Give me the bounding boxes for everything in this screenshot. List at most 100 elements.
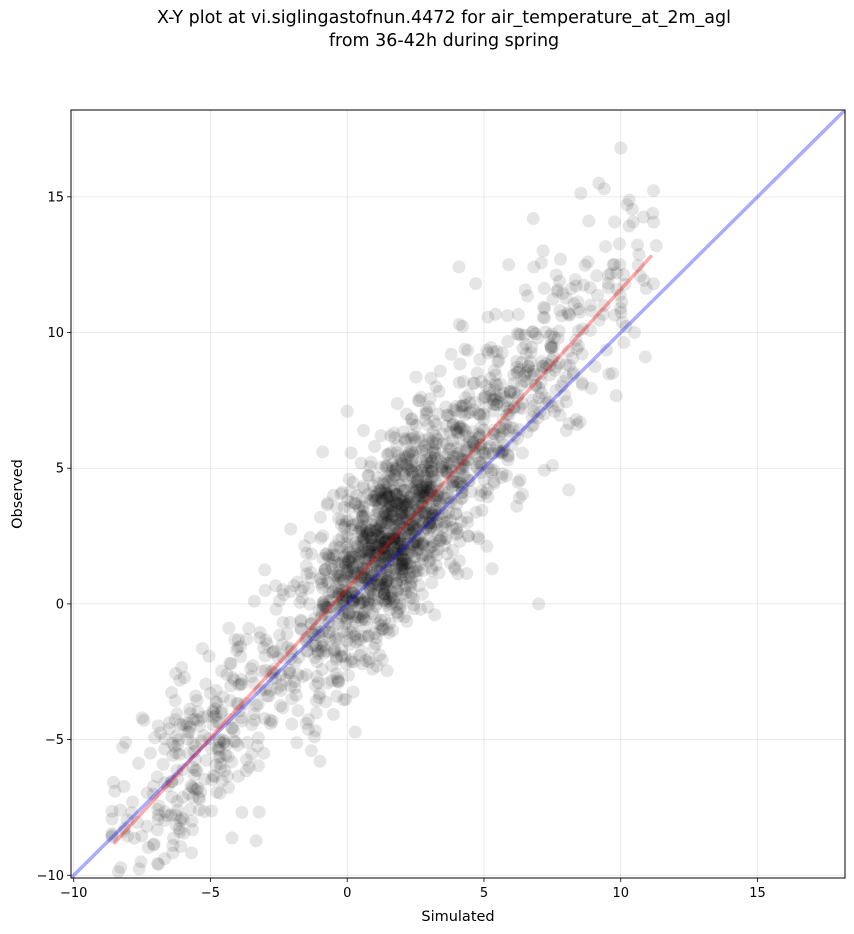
scatter-point <box>346 623 360 637</box>
scatter-point <box>267 662 281 676</box>
scatter-point <box>354 644 368 658</box>
scatter-point <box>622 193 636 207</box>
scatter-point <box>195 642 209 656</box>
scatter-point <box>315 602 329 616</box>
scatter-point <box>453 476 467 490</box>
scatter-point <box>370 564 384 578</box>
scatter-point <box>490 398 504 412</box>
scatter-point <box>582 214 596 228</box>
scatter-point <box>549 384 563 398</box>
scatter-point <box>105 830 119 844</box>
scatter-point <box>301 722 315 736</box>
scatter-point <box>511 388 525 402</box>
scatter-point <box>362 652 376 666</box>
scatter-point <box>197 729 211 743</box>
scatter-point <box>365 560 379 574</box>
scatter-point <box>429 380 443 394</box>
scatter-point <box>441 447 455 461</box>
scatter-point <box>489 368 503 382</box>
scatter-point <box>372 529 386 543</box>
scatter-point <box>452 260 466 274</box>
scatter-point <box>387 426 401 440</box>
scatter-point <box>380 476 394 490</box>
scatter-point <box>381 515 395 529</box>
scatter-point <box>357 531 371 545</box>
scatter-point <box>559 370 573 384</box>
scatter-point <box>478 446 492 460</box>
scatter-point <box>143 746 157 760</box>
scatter-point <box>637 210 651 224</box>
scatter-point <box>369 572 383 586</box>
scatter-point <box>549 268 563 282</box>
scatter-point <box>478 486 492 500</box>
scatter-point <box>455 491 469 505</box>
scatter-point <box>342 513 356 527</box>
scatter-point <box>315 581 329 595</box>
scatter-point <box>140 819 154 833</box>
scatter-point <box>422 492 436 506</box>
scatter-point <box>215 774 229 788</box>
scatter-point <box>185 846 199 860</box>
scatter-point <box>166 846 180 860</box>
scatter-point <box>386 532 400 546</box>
scatter-point <box>378 535 392 549</box>
scatter-point <box>347 655 361 669</box>
scatter-point <box>396 456 410 470</box>
scatter-point <box>387 530 401 544</box>
scatter-point <box>316 634 330 648</box>
scatter-point <box>438 449 452 463</box>
scatter-point <box>153 923 166 934</box>
scatter-point <box>529 379 543 393</box>
scatter-point <box>369 578 383 592</box>
y-tick-label: 5 <box>56 462 64 477</box>
scatter-point <box>407 538 421 552</box>
scatter-point <box>387 595 401 609</box>
scatter-point <box>195 710 209 724</box>
scatter-point <box>296 670 310 684</box>
scatter-point <box>374 576 388 590</box>
scatter-point <box>347 518 361 532</box>
scatter-point <box>511 475 525 489</box>
y-tick-label: −5 <box>45 733 64 748</box>
scatter-point <box>372 577 386 591</box>
scatter-point <box>361 542 375 556</box>
x-tick-label: 5 <box>480 886 488 901</box>
scatter-point <box>536 244 550 258</box>
scatter-point <box>355 519 369 533</box>
scatter-point <box>451 447 465 461</box>
scatter-point <box>394 516 408 530</box>
scatter-point <box>315 624 329 638</box>
scatter-point <box>367 489 381 503</box>
scatter-point <box>287 579 301 593</box>
scatter-point <box>412 579 426 593</box>
scatter-point <box>380 490 394 504</box>
scatter-point <box>387 533 401 547</box>
scatter-point <box>353 578 367 592</box>
scatter-point <box>396 489 410 503</box>
scatter-point <box>573 415 587 429</box>
scatter-point <box>357 423 371 437</box>
scatter-point <box>524 346 538 360</box>
scatter-point <box>439 465 453 479</box>
scatter-point <box>385 553 399 567</box>
scatter-point <box>376 622 390 636</box>
scatter-point <box>250 739 264 753</box>
scatter-point <box>426 425 440 439</box>
scatter-point <box>501 335 515 349</box>
scatter-point <box>337 693 351 707</box>
scatter-point <box>370 504 384 518</box>
scatter-point <box>363 524 377 538</box>
scatter-point <box>572 324 586 338</box>
scatter-point <box>355 577 369 591</box>
scatter-point <box>319 600 333 614</box>
scatter-point <box>375 622 389 636</box>
scatter-point <box>242 621 256 635</box>
scatter-point <box>393 601 407 615</box>
scatter-point <box>384 510 398 524</box>
scatter-point <box>234 677 248 691</box>
scatter-point <box>402 446 416 460</box>
scatter-point <box>348 610 362 624</box>
scatter-point <box>376 525 390 539</box>
scatter-point <box>361 553 375 567</box>
scatter-point <box>235 805 249 819</box>
